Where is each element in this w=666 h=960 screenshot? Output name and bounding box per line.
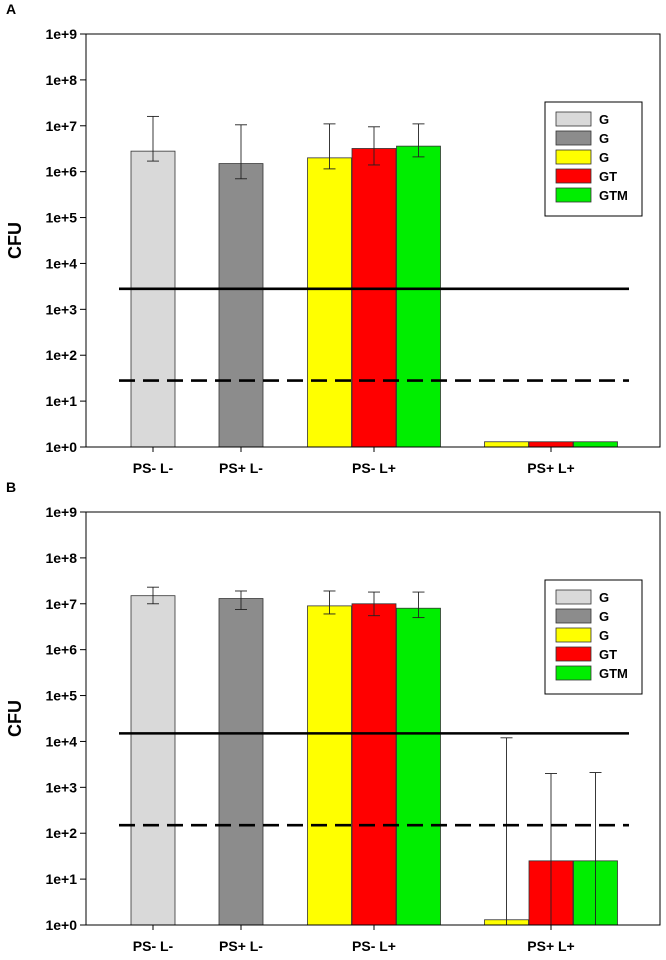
bar-1: [130, 595, 176, 926]
error-bar-4: [368, 591, 380, 617]
legend-swatch-1: [555, 111, 592, 127]
y-tick-label: 1e+2: [45, 347, 77, 363]
bar-5: [396, 607, 441, 926]
x-tick-label: PS+ L+: [527, 460, 574, 476]
y-tick-label: 1e+2: [45, 825, 77, 841]
x-tick-label: PS- L+: [352, 460, 396, 476]
error-bar-5: [412, 123, 425, 158]
error-bar-3: [323, 590, 336, 615]
legend-swatch-3: [555, 149, 592, 165]
y-axis-label: CFU: [5, 700, 25, 737]
legend-swatch-4: [555, 168, 592, 184]
bar-5: [396, 145, 441, 448]
y-tick-label: 1e+5: [45, 688, 77, 704]
bar-8: [573, 441, 618, 448]
y-tick-label: 1e+6: [45, 642, 77, 658]
error-bar-2: [235, 590, 247, 610]
y-tick-label: 1e+7: [45, 596, 77, 612]
y-tick-label: 1e+9: [45, 504, 77, 520]
legend-label-5: GTM: [599, 188, 628, 203]
y-tick-label: 1e+3: [45, 301, 77, 317]
bar-1: [130, 150, 176, 448]
bar-4: [351, 603, 397, 926]
x-tick-label: PS- L+: [352, 938, 396, 954]
panel-label: B: [6, 479, 16, 495]
y-tick-label: 1e+3: [45, 779, 77, 795]
chart-panel-b: B CFU 1e+0 1e+1 1e+2 1e+3 1e+4 1e+5 1e+6 1e+7 1e+8…: [5, 479, 661, 954]
panel-label: A: [6, 1, 16, 17]
bar-3: [307, 157, 352, 448]
x-tick-label: PS+ L-: [219, 460, 263, 476]
legend-label-5: GTM: [599, 666, 628, 681]
x-tick-label: PS- L-: [133, 938, 174, 954]
legend-label-3: G: [599, 628, 609, 643]
legend-label-2: G: [599, 609, 609, 624]
legend-swatch-1: [555, 589, 592, 605]
error-bar-3: [323, 123, 336, 170]
legend-swatch-5: [555, 187, 592, 203]
legend-label-4: GT: [599, 647, 617, 662]
plot-frame: [85, 33, 661, 448]
error-bar-4: [368, 126, 380, 166]
bar-2: [218, 598, 264, 926]
x-tick-label: PS- L-: [133, 460, 174, 476]
error-bar-5: [412, 591, 425, 619]
y-tick-label: 1e+8: [45, 72, 77, 88]
legend-label-1: G: [599, 590, 609, 605]
y-tick-label: 1e+4: [45, 255, 77, 271]
bar-2: [218, 163, 264, 448]
legend-swatch-3: [555, 627, 592, 643]
legend-swatch-2: [555, 130, 592, 146]
legend-label-3: G: [599, 150, 609, 165]
y-tick-label: 1e+0: [45, 439, 77, 455]
y-tick-label: 1e+1: [45, 871, 77, 887]
legend-swatch-4: [555, 646, 592, 662]
legend-swatch-2: [555, 608, 592, 624]
bar-4: [351, 148, 397, 448]
plot-frame: [85, 511, 661, 926]
x-tick-label: PS+ L+: [527, 938, 574, 954]
y-tick-label: 1e+5: [45, 210, 77, 226]
y-axis-label: CFU: [5, 222, 25, 259]
bar-7: [528, 441, 574, 448]
legend-swatch-5: [555, 665, 592, 681]
legend-label-2: G: [599, 131, 609, 146]
y-tick-label: 1e+0: [45, 917, 77, 933]
bar-3: [307, 605, 352, 926]
error-bar-6: [500, 737, 513, 926]
chart-panel-a: A CFU 1e+0 1e+1 1e+2 1e+3 1e+4 1e+5 1e+6 1e+7 1e+8…: [5, 1, 661, 476]
y-tick-label: 1e+1: [45, 393, 77, 409]
bar-6: [484, 441, 529, 448]
y-tick-label: 1e+6: [45, 164, 77, 180]
y-tick-label: 1e+4: [45, 733, 77, 749]
error-bar-1: [147, 586, 159, 605]
x-tick-label: PS+ L-: [219, 938, 263, 954]
legend-label-4: GT: [599, 169, 617, 184]
y-tick-label: 1e+8: [45, 550, 77, 566]
error-bar-1: [147, 115, 159, 162]
legend-label-1: G: [599, 112, 609, 127]
y-tick-label: 1e+7: [45, 118, 77, 134]
y-tick-label: 1e+9: [45, 26, 77, 42]
error-bar-2: [235, 124, 247, 180]
